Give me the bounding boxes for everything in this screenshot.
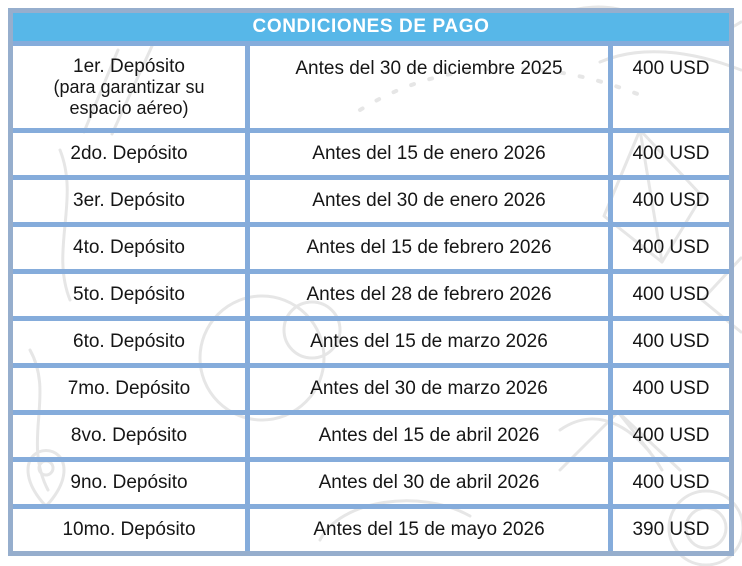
table-row: 5to. Depósito Antes del 28 de febrero 20… xyxy=(13,269,729,316)
deadline-cell: Antes del 30 de enero 2026 xyxy=(250,180,613,222)
deposit-cell: 6to. Depósito xyxy=(13,321,250,363)
deposit-cell: 5to. Depósito xyxy=(13,274,250,316)
amount-cell: 400 USD xyxy=(613,462,729,504)
deposit-cell: 10mo. Depósito xyxy=(13,509,250,551)
deadline-text: Antes del 15 de mayo 2026 xyxy=(313,519,545,540)
deposit-cell: 4to. Depósito xyxy=(13,227,250,269)
amount-text: 400 USD xyxy=(632,143,710,164)
deadline-cell: Antes del 28 de febrero 2026 xyxy=(250,274,613,316)
table-row: 1er. Depósito (para garantizar su espaci… xyxy=(13,41,729,128)
amount-cell: 390 USD xyxy=(613,509,729,551)
amount-text: 400 USD xyxy=(632,472,710,493)
deposit-label: 3er. Depósito xyxy=(73,190,185,212)
deposit-cell: 3er. Depósito xyxy=(13,180,250,222)
amount-text: 400 USD xyxy=(632,378,710,399)
table-body: 1er. Depósito (para garantizar su espaci… xyxy=(13,41,729,551)
table-row: 6to. Depósito Antes del 15 de marzo 2026… xyxy=(13,316,729,363)
deadline-cell: Antes del 15 de abril 2026 xyxy=(250,415,613,457)
amount-cell: 400 USD xyxy=(613,133,729,175)
deposit-label: 9no. Depósito xyxy=(70,472,188,494)
deadline-text: Antes del 30 de diciembre 2025 xyxy=(295,58,563,79)
amount-text: 390 USD xyxy=(632,519,710,540)
amount-text: 400 USD xyxy=(632,425,710,446)
deadline-text: Antes del 28 de febrero 2026 xyxy=(306,284,552,305)
table-row: 3er. Depósito Antes del 30 de enero 2026… xyxy=(13,175,729,222)
deadline-cell: Antes del 15 de enero 2026 xyxy=(250,133,613,175)
amount-cell: 400 USD xyxy=(613,274,729,316)
deadline-cell: Antes del 30 de diciembre 2025 xyxy=(250,46,613,128)
amount-cell: 400 USD xyxy=(613,415,729,457)
deadline-text: Antes del 15 de febrero 2026 xyxy=(306,237,552,258)
table-row: 2do. Depósito Antes del 15 de enero 2026… xyxy=(13,128,729,175)
deposit-cell: 7mo. Depósito xyxy=(13,368,250,410)
deadline-cell: Antes del 30 de abril 2026 xyxy=(250,462,613,504)
deposit-cell: 9no. Depósito xyxy=(13,462,250,504)
table-row: 4to. Depósito Antes del 15 de febrero 20… xyxy=(13,222,729,269)
deadline-text: Antes del 15 de marzo 2026 xyxy=(310,331,548,352)
deadline-text: Antes del 15 de enero 2026 xyxy=(312,143,546,164)
amount-text: 400 USD xyxy=(632,190,710,211)
deadline-cell: Antes del 30 de marzo 2026 xyxy=(250,368,613,410)
deadline-cell: Antes del 15 de marzo 2026 xyxy=(250,321,613,363)
deposit-label: 8vo. Depósito xyxy=(70,425,188,447)
amount-text: 400 USD xyxy=(632,58,710,79)
deposit-label: 6to. Depósito xyxy=(73,331,185,353)
deposit-cell: 8vo. Depósito xyxy=(13,415,250,457)
deposit-label: 7mo. Depósito xyxy=(67,378,191,400)
deadline-cell: Antes del 15 de febrero 2026 xyxy=(250,227,613,269)
deposit-cell: 1er. Depósito (para garantizar su espaci… xyxy=(13,46,250,128)
deposit-label: 4to. Depósito xyxy=(73,237,185,259)
amount-cell: 400 USD xyxy=(613,368,729,410)
deposit-label: 2do. Depósito xyxy=(70,143,188,165)
amount-text: 400 USD xyxy=(632,237,710,258)
amount-text: 400 USD xyxy=(632,331,710,352)
amount-cell: 400 USD xyxy=(613,227,729,269)
deadline-text: Antes del 30 de abril 2026 xyxy=(318,472,540,493)
amount-cell: 400 USD xyxy=(613,180,729,222)
deposit-label: 10mo. Depósito xyxy=(62,519,196,541)
table-title: CONDICIONES DE PAGO xyxy=(252,16,490,37)
deposit-label: 1er. Depósito xyxy=(73,56,185,78)
deposit-cell: 2do. Depósito xyxy=(13,133,250,175)
table-header: CONDICIONES DE PAGO xyxy=(13,13,729,41)
deposit-label: 5to. Depósito xyxy=(73,284,185,306)
deadline-text: Antes del 30 de marzo 2026 xyxy=(310,378,548,399)
table-row: 9no. Depósito Antes del 30 de abril 2026… xyxy=(13,457,729,504)
deadline-text: Antes del 15 de abril 2026 xyxy=(318,425,540,446)
amount-cell: 400 USD xyxy=(613,321,729,363)
amount-cell: 400 USD xyxy=(613,46,729,128)
deadline-cell: Antes del 15 de mayo 2026 xyxy=(250,509,613,551)
deadline-text: Antes del 30 de enero 2026 xyxy=(312,190,546,211)
amount-text: 400 USD xyxy=(632,284,710,305)
table-row: 7mo. Depósito Antes del 30 de marzo 2026… xyxy=(13,363,729,410)
table-row: 10mo. Depósito Antes del 15 de mayo 2026… xyxy=(13,504,729,551)
table-row: 8vo. Depósito Antes del 15 de abril 2026… xyxy=(13,410,729,457)
deposit-note: (para garantizar su espacio aéreo) xyxy=(53,77,205,118)
payment-conditions-table: CONDICIONES DE PAGO 1er. Depósito (para … xyxy=(8,8,734,556)
